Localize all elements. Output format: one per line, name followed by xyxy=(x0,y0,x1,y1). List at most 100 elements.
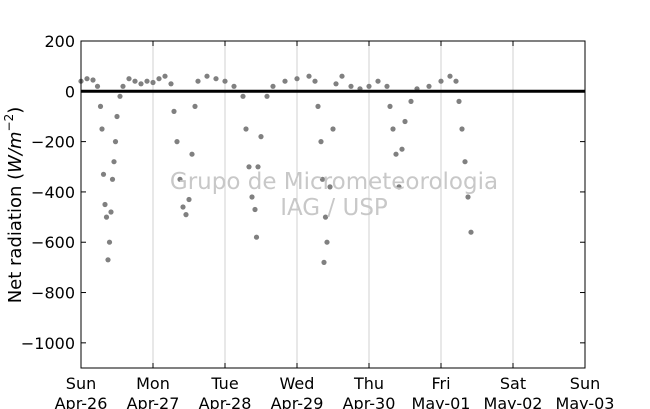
data-point xyxy=(396,184,402,190)
data-point xyxy=(456,98,462,104)
data-point xyxy=(105,257,111,263)
y-axis-label: Net radiation (W/m−2) xyxy=(2,107,26,304)
watermark-line-2: IAG / USP xyxy=(280,195,388,221)
data-point xyxy=(408,98,414,104)
data-point xyxy=(453,78,459,84)
data-point xyxy=(138,81,144,87)
data-point xyxy=(174,139,180,145)
data-point xyxy=(108,209,114,215)
data-point xyxy=(150,79,156,86)
y-axis-label-exponent: −2 xyxy=(2,114,16,132)
data-point xyxy=(426,83,432,89)
data-point xyxy=(100,171,107,177)
data-point xyxy=(112,139,119,145)
data-point xyxy=(327,184,333,190)
data-point xyxy=(171,108,177,114)
data-point xyxy=(222,78,228,84)
data-point xyxy=(282,78,288,84)
data-point xyxy=(231,83,237,89)
data-point xyxy=(333,81,339,87)
x-grid xyxy=(152,41,514,368)
data-point xyxy=(94,83,101,89)
data-point xyxy=(384,83,390,89)
y-tick-label: −200 xyxy=(31,133,75,152)
data-point xyxy=(294,76,300,82)
data-point xyxy=(339,73,345,79)
data-point xyxy=(321,259,327,265)
y-tick-label: 200 xyxy=(44,32,75,51)
data-point xyxy=(322,214,329,220)
x-tick-label-day: Sat xyxy=(500,374,526,393)
data-point xyxy=(90,77,96,83)
x-tick-label-date: May-02 xyxy=(484,394,543,409)
x-tick-label-date: May-03 xyxy=(556,394,615,409)
data-point xyxy=(253,234,260,240)
y-axis: 200 0 −200 −400 −600 −800 −1000 xyxy=(21,32,585,353)
data-point xyxy=(102,201,108,208)
y-axis-label-unit: W/m xyxy=(5,131,26,172)
plot-frame xyxy=(80,40,586,369)
data-point xyxy=(393,151,399,157)
data-point xyxy=(213,76,219,82)
data-point xyxy=(318,139,324,145)
data-point xyxy=(99,126,105,132)
data-point xyxy=(348,83,354,89)
data-point xyxy=(97,103,104,109)
data-point xyxy=(447,73,453,79)
x-axis: SunApr-26MonApr-27TueApr-28WedApr-29ThuA… xyxy=(55,41,615,409)
data-points xyxy=(78,73,474,265)
data-point xyxy=(465,194,471,200)
y-tick-label: 0 xyxy=(65,82,75,101)
data-point xyxy=(249,194,255,200)
data-point xyxy=(258,134,264,140)
data-point xyxy=(186,196,192,203)
data-point xyxy=(162,73,168,79)
x-tick-label-date: Apr-27 xyxy=(127,394,180,409)
x-tick-label-day: Sun xyxy=(570,374,600,393)
data-point xyxy=(180,204,186,210)
data-point xyxy=(315,103,321,109)
y-axis-label-prefix: Net radiation ( xyxy=(5,173,26,303)
x-tick-label-date: Apr-30 xyxy=(343,394,396,409)
x-tick-label-day: Mon xyxy=(136,374,170,393)
data-point xyxy=(189,151,195,157)
data-point xyxy=(192,103,198,109)
data-point xyxy=(264,93,270,99)
data-point xyxy=(84,76,90,82)
data-point xyxy=(195,78,201,84)
y-tick-label: −800 xyxy=(31,284,75,303)
x-tick-label-day: Fri xyxy=(431,374,450,393)
data-point xyxy=(312,78,318,84)
data-point xyxy=(270,83,276,89)
data-point xyxy=(402,118,408,125)
y-tick-label: −1000 xyxy=(21,334,75,353)
data-point xyxy=(177,176,183,182)
data-point xyxy=(252,206,258,213)
data-point xyxy=(114,113,120,120)
data-point xyxy=(156,76,162,82)
data-point xyxy=(117,93,123,99)
data-point xyxy=(366,83,372,89)
data-point xyxy=(106,239,113,245)
data-point xyxy=(168,81,174,87)
data-point xyxy=(109,176,116,182)
x-tick-label-date: May-01 xyxy=(412,394,471,409)
data-point xyxy=(375,78,381,84)
data-point xyxy=(462,159,468,165)
data-point xyxy=(459,126,465,132)
y-tick-label: −600 xyxy=(31,233,75,252)
data-point xyxy=(120,83,126,89)
data-point xyxy=(390,126,396,132)
x-tick-label-day: Tue xyxy=(210,374,238,393)
x-tick-label-date: Apr-29 xyxy=(271,394,324,409)
y-tick-label: −400 xyxy=(31,183,75,202)
data-point xyxy=(240,93,246,99)
data-point xyxy=(246,164,252,170)
data-point xyxy=(468,229,474,235)
x-tick-label-day: Sun xyxy=(66,374,96,393)
data-point xyxy=(132,78,138,84)
x-tick-label-day: Wed xyxy=(280,374,315,393)
y-axis-label-suffix: ) xyxy=(5,107,26,114)
data-point xyxy=(319,176,326,182)
